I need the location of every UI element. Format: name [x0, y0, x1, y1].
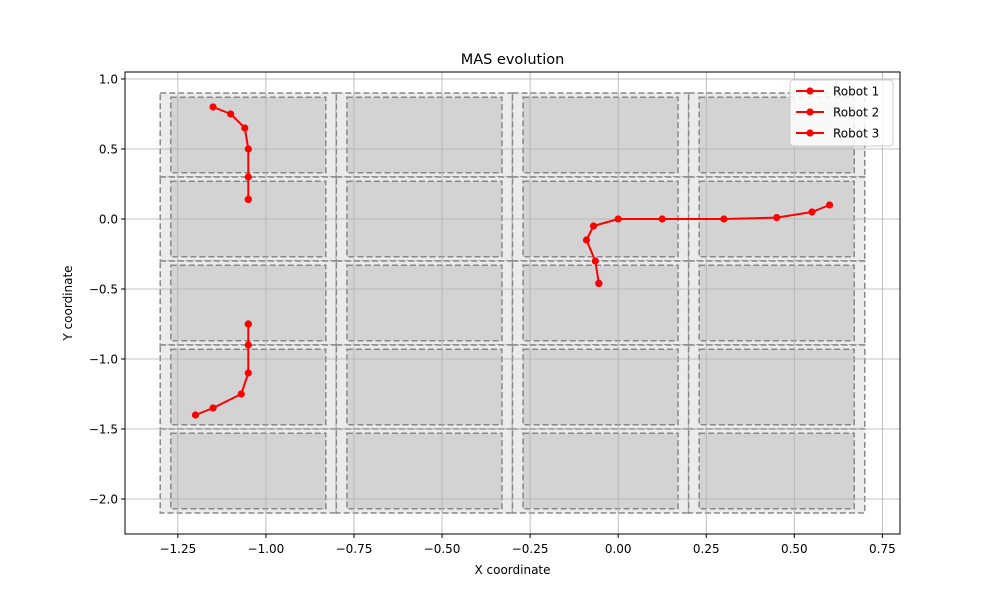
- ticks-layer: −1.25 −1.00 −0.75 −0.50 −0.25 0.00 0.25 0.50 0.7…: [89, 73, 896, 557]
- data-point: [614, 215, 622, 223]
- data-point: [191, 411, 200, 419]
- chart-title: MAS evolution: [461, 52, 565, 68]
- data-point: [773, 214, 781, 222]
- data-point: [237, 390, 245, 398]
- series-layer: [191, 103, 834, 419]
- data-point: [589, 222, 598, 230]
- x-tick-label: −1.25: [159, 542, 196, 556]
- cell-inner: [698, 432, 855, 510]
- cell-inner: [698, 264, 855, 342]
- x-tick-label: 0.00: [605, 542, 632, 556]
- data-point: [591, 257, 599, 265]
- data-point: [720, 215, 728, 223]
- cell-inner: [170, 432, 327, 510]
- x-tick-label: −1.00: [248, 542, 285, 556]
- cell-inner: [522, 96, 679, 174]
- cell-inner: [346, 348, 503, 426]
- legend-label: Robot 3: [833, 127, 879, 141]
- y-tick-label: −2.0: [89, 493, 118, 507]
- data-point: [244, 195, 252, 203]
- y-axis-title: Y coordinate: [61, 265, 75, 341]
- grid-layer: [125, 72, 900, 534]
- y-tick-label: −1.0: [89, 353, 118, 367]
- data-point: [658, 215, 666, 223]
- data-point: [825, 201, 834, 209]
- x-tick-label: 0.75: [869, 542, 896, 556]
- data-point: [244, 341, 252, 349]
- data-point: [808, 208, 816, 216]
- cell-inner: [522, 432, 679, 510]
- data-point: [209, 103, 217, 111]
- legend-swatch-marker: [806, 108, 814, 116]
- legend-label: Robot 2: [833, 106, 879, 120]
- data-point: [582, 236, 591, 244]
- x-tick-label: −0.75: [336, 542, 373, 556]
- cell-inner: [346, 432, 503, 510]
- data-point: [209, 404, 217, 412]
- y-tick-label: −0.5: [89, 283, 118, 297]
- y-tick-label: 0.5: [99, 143, 118, 157]
- y-tick-label: 1.0: [99, 73, 118, 87]
- legend-swatch-marker: [806, 87, 814, 95]
- x-tick-label: 0.50: [781, 542, 808, 556]
- cell-inner: [698, 348, 855, 426]
- cell-inner: [346, 96, 503, 174]
- plot-frame: [124, 71, 901, 535]
- y-tick-label: 0.0: [99, 213, 118, 227]
- cell-inner: [522, 264, 679, 342]
- y-tick-label: −1.5: [89, 423, 118, 437]
- x-axis-title: X coordinate: [474, 563, 550, 577]
- cell-inner: [522, 348, 679, 426]
- series-line-robot-2: [585, 204, 830, 284]
- legend: Robot 1 Robot 2 Robot 3: [789, 79, 894, 147]
- legend-label: Robot 1: [833, 85, 879, 99]
- data-point: [244, 145, 252, 153]
- legend-swatch-marker: [806, 129, 814, 137]
- data-point: [244, 369, 252, 377]
- data-point: [244, 173, 252, 181]
- data-point: [595, 279, 603, 287]
- legend-box: [789, 79, 894, 147]
- cell-inner: [346, 264, 503, 342]
- x-tick-label: −0.25: [512, 542, 549, 556]
- data-point: [227, 110, 235, 118]
- data-point: [244, 320, 252, 328]
- data-point: [241, 124, 249, 132]
- x-tick-label: −0.50: [424, 542, 461, 556]
- x-tick-label: 0.25: [693, 542, 720, 556]
